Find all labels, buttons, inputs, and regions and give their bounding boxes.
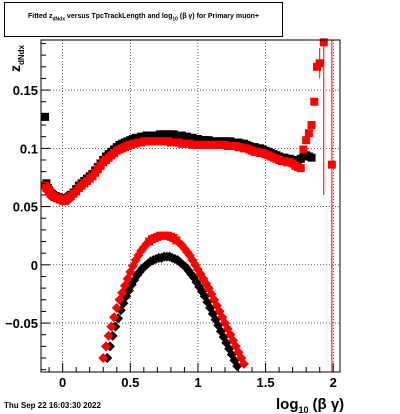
tick-label-layer: 0 0.5 1 1.5 2 −0.05 0 0.05 0.1 0.15 (5, 83, 337, 390)
data-point (100, 341, 111, 352)
title-prefix: Fitted (27, 13, 49, 20)
data-point (315, 59, 324, 68)
y-tick-label: 0.1 (20, 141, 38, 156)
title-log-subscript: 10 (172, 16, 178, 23)
data-point (304, 129, 313, 138)
series-layer (41, 38, 336, 372)
data-point (109, 312, 120, 323)
x-tick-label: 1 (194, 375, 201, 390)
data-point (327, 160, 336, 169)
x-axis-title: log10 (β γ) (276, 396, 344, 414)
x-tick-label: 2 (330, 375, 337, 390)
plot-frame (40, 39, 341, 373)
data-point (310, 97, 319, 106)
x-tick-label: 0.5 (121, 375, 139, 390)
data-point (122, 273, 133, 284)
data-point (238, 358, 249, 369)
data-point (319, 38, 328, 47)
data-point (307, 121, 316, 130)
tick-layer (41, 42, 334, 372)
title-variable: z (48, 13, 53, 20)
x-tick-label: 1.5 (257, 375, 275, 390)
y-tick-label: 0 (31, 258, 38, 273)
title-suffix: (β γ) for Primary muon+ (179, 13, 260, 20)
footer-date: Thu Sep 22 16:03:30 2022 (4, 401, 101, 410)
data-point (296, 164, 305, 173)
y-axis-title: zdNdx (7, 44, 26, 72)
data-point (98, 353, 109, 364)
y-tick-label: 0.05 (13, 200, 38, 215)
title-middle: versus TpcTrackLength and log (64, 13, 173, 20)
y-tick-label: −0.05 (5, 316, 38, 331)
red-series (41, 38, 336, 372)
x-tick-label: 0 (59, 375, 66, 390)
data-point (299, 145, 308, 154)
data-point (106, 321, 117, 332)
chart-title: Fitted zdNdx versus TpcTrackLength and l… (5, 13, 282, 22)
data-point (111, 302, 122, 313)
grid-layer (41, 40, 340, 372)
title-variable-subscript: dNdx (52, 16, 65, 23)
data-point (41, 112, 50, 121)
y-tick-label: 0.15 (13, 83, 38, 98)
data-point (302, 136, 311, 145)
data-point (172, 236, 181, 245)
data-point (103, 330, 114, 341)
chart-title-box: Fitted zdNdx versus TpcTrackLength and l… (4, 2, 283, 37)
data-point (307, 153, 316, 162)
